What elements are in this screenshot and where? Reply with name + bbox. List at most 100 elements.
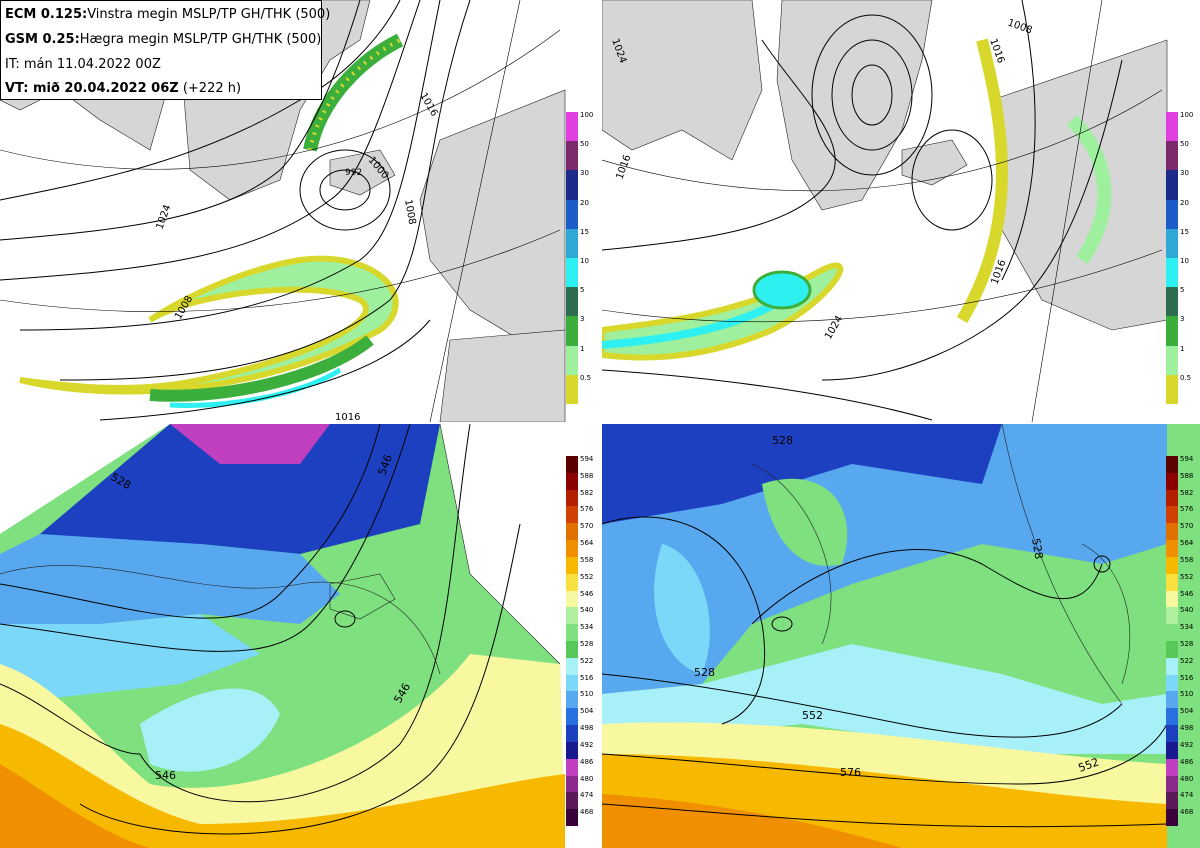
colorbar-tick-label: 534 [1180, 623, 1194, 632]
colorbar-tick-label: 576 [1180, 505, 1194, 514]
panel-divider [598, 0, 602, 848]
isobar-label: 1008 [402, 199, 417, 226]
precip-band-ecm [19, 255, 399, 395]
land-iceland [901, 139, 968, 186]
colorbar-swatch [1166, 489, 1178, 507]
colorbar-tick-label: 10 [580, 257, 589, 265]
colorbar-swatch [566, 691, 578, 709]
colorbar-tick-label: 558 [580, 555, 594, 564]
colorbar-tick-label: 552 [580, 572, 594, 581]
gsm-description: Hægra megin MSLP/TP GH/THK (500) [79, 32, 322, 47]
colorbar-tick-label: 100 [1180, 111, 1194, 119]
colorbar-swatch [1166, 725, 1178, 742]
colorbar-swatch [1166, 523, 1178, 541]
colorbar-tick-label: 20 [580, 198, 589, 207]
isobar-label: 992 [345, 168, 362, 178]
colorbar-tick-label: 558 [1180, 555, 1194, 564]
colorbar-tick-label: 5 [1180, 286, 1185, 295]
colorbar-tick-label: 582 [1180, 488, 1194, 497]
ecm-model-label: ECM 0.125: [5, 7, 88, 22]
colorbar-swatch [566, 741, 578, 759]
colorbar-swatch [566, 456, 578, 473]
colorbar-swatch [566, 556, 578, 574]
colorbar-swatch [566, 792, 578, 810]
colorbar-tick-label: 100 [580, 111, 594, 119]
colorbar-tick-label: 504 [1180, 707, 1194, 716]
colorbar-swatch [1166, 540, 1178, 557]
colorbar-tick-label: 516 [580, 673, 594, 682]
colorbar-swatch [1166, 641, 1178, 658]
colorbar-tick-label: 30 [580, 169, 589, 178]
colorbar-tick-label: 510 [1180, 690, 1194, 699]
colorbar-tick-label: 546 [580, 589, 594, 598]
colorbar-swatch [1166, 112, 1178, 142]
colorbar-tick-label: 570 [1180, 522, 1194, 531]
land-bottom-right [439, 329, 566, 422]
colorbar-tick-label: 564 [1180, 539, 1194, 548]
colorbar-tick-label: 576 [580, 505, 594, 514]
colorbar-swatch [566, 472, 578, 490]
info-line-gsm: GSM 0.25:Hægra megin MSLP/TP GH/THK (500… [5, 32, 321, 47]
colorbar-swatch [566, 228, 578, 258]
precip-colorbar-right: 100 50 30 20 15 10 5 3 1 0.5 [1166, 112, 1200, 404]
colorbar-tick-label: 594 [1180, 455, 1194, 463]
colorbar-swatch [566, 287, 578, 317]
colorbar-swatch [1166, 316, 1178, 346]
colorbar-swatch [1166, 199, 1178, 229]
colorbar-swatch [566, 489, 578, 507]
gsm-thickness-map: 528 528 552 552 576 528 [602, 424, 1200, 848]
colorbar-swatch [566, 374, 578, 404]
colorbar-swatch [1166, 809, 1178, 826]
colorbar-swatch [566, 141, 578, 171]
colorbar-tick-label: 594 [580, 455, 594, 463]
gh-label: 552 [802, 709, 823, 722]
colorbar-swatch [1166, 674, 1178, 692]
forecast-info-box: ECM 0.125:Vinstra megin MSLP/TP GH/THK (… [0, 0, 330, 100]
gh-label: 576 [840, 766, 861, 779]
colorbar-tick-label: 30 [1180, 169, 1189, 178]
colorbar-swatch [1166, 287, 1178, 317]
colorbar-swatch [1166, 258, 1178, 288]
gsm-model-label: GSM 0.25: [5, 32, 80, 47]
colorbar-tick-label: 3 [580, 315, 585, 324]
colorbar-swatch [566, 540, 578, 557]
colorbar-tick-label: 588 [580, 471, 594, 480]
colorbar-swatch [1166, 657, 1178, 675]
colorbar-swatch [1166, 228, 1178, 258]
colorbar-tick-label: 20 [1180, 198, 1189, 207]
colorbar-swatch [566, 708, 578, 726]
colorbar-tick-label: 468 [1180, 808, 1194, 817]
colorbar-tick-label: 504 [580, 707, 594, 716]
colorbar-swatch [1166, 141, 1178, 171]
colorbar-swatch [1166, 506, 1178, 524]
colorbar-tick-label: 522 [1180, 656, 1194, 665]
gh-label: 546 [155, 769, 176, 782]
land-canada [602, 0, 763, 161]
colorbar-tick-label: 15 [580, 227, 589, 236]
colorbar-tick-label: 5 [580, 286, 585, 295]
colorbar-tick-label: 564 [580, 539, 594, 548]
colorbar-tick-label: 552 [1180, 572, 1194, 581]
info-line-valid-time: VT: mið 20.04.2022 06Z (+222 h) [5, 81, 241, 96]
colorbar-tick-label: 0.5 [1180, 373, 1192, 382]
colorbar-tick-label: 474 [1180, 791, 1194, 800]
colorbar-tick-label: 1 [580, 344, 585, 353]
gh-label: 528 [694, 666, 715, 679]
colorbar-swatch [566, 199, 578, 229]
colorbar-tick-label: 540 [1180, 606, 1194, 615]
gsm-mslp-panel: 1024 1016 1008 1016 1024 1016 [602, 0, 1200, 422]
valid-time-label: VT: mið 20.04.2022 06Z [5, 81, 179, 96]
colorbar-tick-label: 0.5 [580, 373, 592, 382]
colorbar-tick-label: 468 [580, 808, 594, 817]
colorbar-swatch [566, 657, 578, 675]
colorbar-swatch [566, 523, 578, 541]
colorbar-tick-label: 528 [1180, 640, 1194, 648]
land-greenland [776, 0, 933, 211]
colorbar-swatch [1166, 607, 1178, 625]
colorbar-tick-label: 15 [1180, 227, 1189, 236]
ecm-thickness-map: 546 546 528 546 [0, 424, 598, 848]
colorbar-swatch [1166, 758, 1178, 776]
colorbar-tick-label: 3 [1180, 315, 1185, 324]
colorbar-swatch [1166, 741, 1178, 759]
colorbar-tick-label: 498 [1180, 724, 1194, 733]
